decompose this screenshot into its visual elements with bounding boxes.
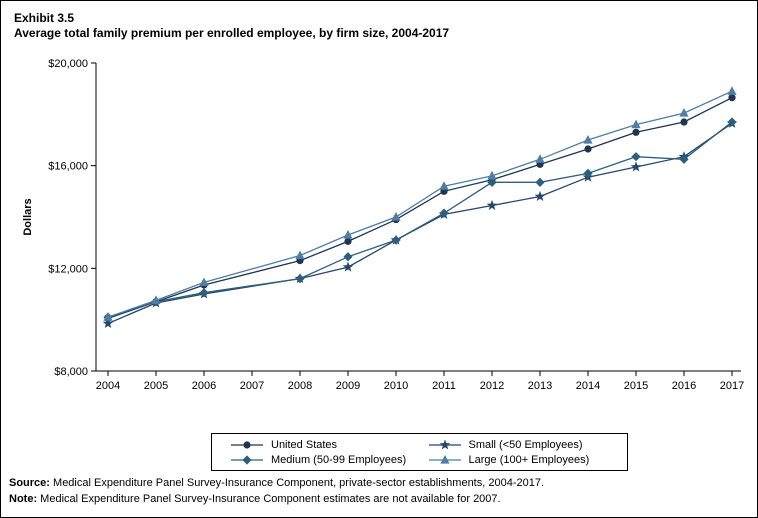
legend-label: Large (100+ Employees) bbox=[468, 453, 590, 466]
diamond-marker bbox=[631, 152, 641, 162]
x-tick-label: 2006 bbox=[192, 380, 216, 392]
triangle-marker bbox=[391, 212, 401, 221]
star-marker bbox=[486, 199, 498, 210]
x-tick-label: 2010 bbox=[384, 380, 408, 392]
exhibit-label: Exhibit 3.5 bbox=[14, 11, 75, 25]
circle-marker bbox=[344, 237, 352, 245]
note-label: Note: bbox=[9, 493, 38, 505]
source-label: Source: bbox=[9, 477, 50, 489]
star-marker bbox=[630, 161, 642, 172]
triangle-marker bbox=[439, 181, 449, 190]
triangle-marker bbox=[679, 108, 689, 117]
note-text: Medical Expenditure Panel Survey-Insuran… bbox=[37, 493, 501, 505]
series-large-100-employees bbox=[103, 86, 737, 321]
diamond-marker bbox=[583, 168, 593, 178]
x-tick-label: 2012 bbox=[480, 380, 504, 392]
diamond-marker bbox=[343, 252, 353, 262]
diamond-marker bbox=[295, 274, 305, 284]
star-marker-icon bbox=[428, 438, 462, 452]
x-tick-label: 2014 bbox=[576, 380, 600, 392]
star-marker bbox=[439, 438, 450, 450]
series-united-states bbox=[104, 94, 736, 322]
series-small-50-employees bbox=[102, 117, 738, 329]
triangle-marker bbox=[199, 277, 209, 287]
triangle-marker bbox=[727, 86, 737, 95]
x-tick-label: 2013 bbox=[528, 380, 552, 392]
x-tick-label: 2016 bbox=[672, 380, 696, 392]
triangle-marker-icon bbox=[428, 453, 462, 467]
x-tick-label: 2008 bbox=[288, 380, 312, 392]
diamond-marker bbox=[391, 235, 401, 245]
legend-label: Small (<50 Employees) bbox=[468, 438, 583, 451]
legend-item-small: Small (<50 Employees) bbox=[420, 438, 618, 452]
triangle-marker bbox=[343, 229, 353, 239]
circle-marker-icon bbox=[230, 438, 264, 452]
triangle-marker bbox=[103, 312, 113, 321]
y-tick-label: $16,000 bbox=[48, 161, 88, 173]
triangle-marker bbox=[151, 295, 161, 305]
x-tick-label: 2017 bbox=[720, 380, 744, 392]
series-medium-50-99-employees bbox=[103, 117, 737, 322]
circle-marker bbox=[584, 145, 592, 153]
diamond-marker bbox=[199, 288, 209, 298]
legend-item-large: Large (100+ Employees) bbox=[420, 453, 618, 467]
y-tick-label: $8,000 bbox=[54, 366, 88, 378]
chart-legend: United States Small (<50 Employees) Medi… bbox=[211, 433, 628, 471]
circle-marker bbox=[632, 128, 640, 136]
axes: $8,000 $12,000 $16,000 $20,000 2004 2005 2006 2… bbox=[48, 58, 744, 392]
title-block: Exhibit 3.5 Average total family premium… bbox=[14, 11, 449, 41]
diamond-marker bbox=[439, 208, 449, 218]
triangle-marker bbox=[439, 454, 450, 464]
note-line: Note: Medical Expenditure Panel Survey-I… bbox=[9, 493, 501, 505]
x-tick-label: 2009 bbox=[336, 380, 360, 392]
star-marker bbox=[102, 317, 114, 329]
star-marker bbox=[534, 190, 546, 201]
triangle-marker bbox=[535, 154, 545, 163]
x-tick-label: 2015 bbox=[624, 380, 648, 392]
diamond-marker-icon bbox=[230, 453, 264, 467]
circle-marker bbox=[680, 118, 688, 126]
legend-item-medium: Medium (50-99 Employees) bbox=[222, 453, 420, 467]
y-tick-label: $20,000 bbox=[48, 58, 88, 70]
diamond-marker bbox=[487, 177, 497, 187]
x-tick-label: 2011 bbox=[432, 380, 456, 392]
diamond-marker bbox=[535, 177, 545, 187]
legend-item-united-states: United States bbox=[222, 438, 420, 452]
series-line-medium-50-99-employees bbox=[107, 121, 733, 318]
circle-marker bbox=[728, 94, 736, 102]
y-tick-label: $12,000 bbox=[48, 263, 88, 275]
x-tick-label: 2005 bbox=[144, 380, 168, 392]
triangle-marker bbox=[631, 119, 641, 129]
source-line: Source: Medical Expenditure Panel Survey… bbox=[9, 477, 544, 489]
star-marker bbox=[342, 261, 354, 272]
legend-label: Medium (50-99 Employees) bbox=[271, 453, 407, 466]
triangle-marker bbox=[295, 250, 305, 260]
triangle-marker bbox=[583, 135, 593, 144]
x-tick-label: 2004 bbox=[96, 380, 120, 392]
circle-marker bbox=[243, 440, 251, 449]
diamond-marker bbox=[727, 117, 737, 127]
x-tick-label: 2007 bbox=[240, 380, 264, 392]
source-text: Medical Expenditure Panel Survey-Insuran… bbox=[49, 477, 545, 489]
premium-line-chart: $8,000 $12,000 $16,000 $20,000 2004 2005 2006 2… bbox=[22, 58, 744, 392]
y-axis-title: Dollars bbox=[22, 198, 34, 235]
diamond-marker bbox=[242, 454, 252, 465]
chart-title: Average total family premium per enrolle… bbox=[14, 26, 450, 40]
diamond-marker bbox=[679, 154, 689, 164]
triangle-marker bbox=[487, 170, 497, 180]
legend-label: United States bbox=[271, 438, 338, 451]
